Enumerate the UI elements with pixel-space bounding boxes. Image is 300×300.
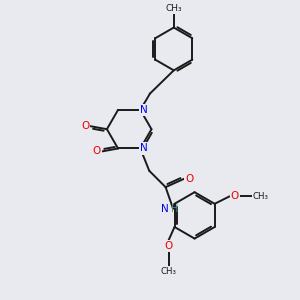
Text: O: O xyxy=(231,191,239,201)
Text: CH₃: CH₃ xyxy=(253,192,269,201)
Text: N: N xyxy=(161,203,169,214)
Text: O: O xyxy=(164,241,173,251)
Text: CH₃: CH₃ xyxy=(160,267,177,276)
Text: O: O xyxy=(185,174,194,184)
Text: O: O xyxy=(81,121,89,131)
Text: H: H xyxy=(171,203,178,214)
Text: O: O xyxy=(92,146,100,157)
Text: CH₃: CH₃ xyxy=(166,4,182,13)
Text: N: N xyxy=(140,143,148,154)
Text: N: N xyxy=(140,105,148,115)
